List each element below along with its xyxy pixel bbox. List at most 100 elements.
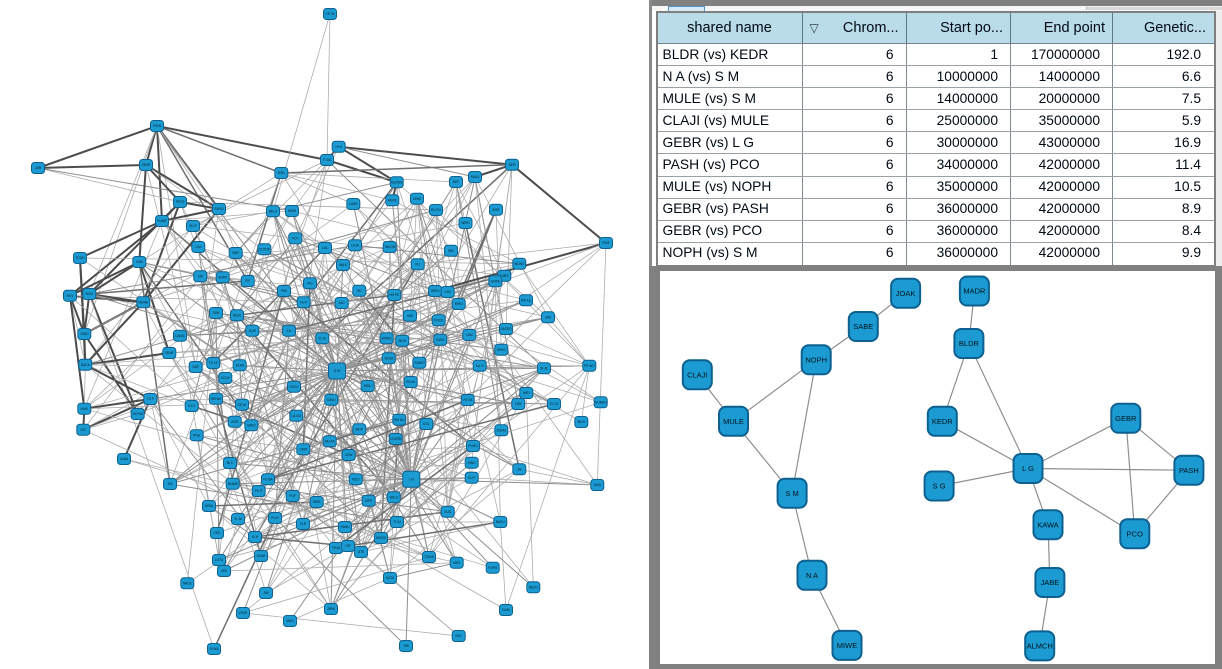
network-edge[interactable] (341, 263, 418, 304)
network-node[interactable] (341, 449, 356, 461)
cell-value[interactable]: 16.9 (1174, 134, 1201, 150)
network-edge[interactable] (85, 225, 194, 365)
network-node[interactable] (428, 285, 442, 297)
network-node[interactable] (223, 457, 237, 469)
network-edge[interactable] (89, 293, 144, 304)
network-edge[interactable] (281, 172, 354, 205)
network-edge[interactable] (83, 337, 323, 431)
network-edge[interactable] (232, 483, 448, 513)
network-node[interactable] (537, 362, 551, 375)
network-edge[interactable] (396, 182, 412, 480)
network-edge[interactable] (289, 577, 391, 622)
network-edge[interactable] (79, 220, 163, 259)
network-node[interactable] (136, 296, 151, 309)
network-node[interactable] (202, 500, 216, 512)
network-node[interactable] (285, 490, 300, 502)
network-edge[interactable] (83, 364, 86, 409)
network-node[interactable] (268, 512, 282, 524)
network-edge[interactable] (83, 429, 276, 519)
network-node[interactable] (324, 393, 339, 406)
network-edge[interactable] (338, 145, 398, 184)
network-edge[interactable] (222, 248, 265, 278)
network-node[interactable] (186, 220, 200, 232)
network-node[interactable] (429, 204, 443, 216)
network-edge[interactable] (138, 164, 147, 263)
network-node[interactable] (341, 540, 355, 552)
cell-value[interactable]: 8.9 (1181, 201, 1201, 217)
network-node[interactable] (334, 297, 349, 309)
cell-value[interactable]: 10.5 (1174, 179, 1201, 195)
network-edge[interactable] (69, 295, 86, 335)
cell-value[interactable]: 35000000 (907, 176, 1011, 198)
network-node[interactable] (395, 334, 410, 347)
network-node[interactable] (331, 140, 346, 153)
table-row[interactable]: CLAJI (vs) MULE 6 25000000 35000000 5.9 (657, 110, 1214, 133)
network-node[interactable] (117, 453, 131, 465)
network-edge[interactable] (234, 421, 349, 547)
network-node[interactable] (410, 258, 425, 271)
network-edge[interactable] (145, 125, 158, 166)
network-edge[interactable] (295, 294, 395, 417)
network-node[interactable] (73, 252, 87, 264)
result-node-JABE[interactable] (1034, 566, 1066, 598)
cell-shared-name[interactable]: GEBR (vs) L G (658, 132, 803, 154)
network-node[interactable] (574, 416, 589, 428)
network-edge[interactable] (208, 340, 403, 507)
network-node[interactable] (191, 241, 206, 253)
network-edge[interactable] (267, 399, 468, 480)
network-node[interactable] (494, 343, 509, 356)
network-node[interactable] (328, 362, 346, 380)
network-node[interactable] (230, 309, 244, 322)
network-node[interactable] (519, 387, 534, 399)
network-edge[interactable] (145, 164, 220, 210)
network-edge[interactable] (251, 330, 269, 480)
network-node[interactable] (402, 470, 421, 488)
network-edge[interactable] (267, 462, 472, 480)
network-edge[interactable] (89, 293, 338, 372)
network-node[interactable] (464, 471, 479, 484)
network-edge[interactable] (358, 290, 420, 364)
network-node[interactable] (385, 194, 400, 207)
network-edge[interactable] (292, 477, 472, 497)
network-edge[interactable] (196, 435, 220, 561)
network-edge[interactable] (254, 449, 304, 538)
network-node[interactable] (82, 288, 97, 300)
network-edge[interactable] (168, 352, 332, 610)
network-edge[interactable] (288, 274, 505, 332)
network-edge[interactable] (88, 261, 140, 295)
network-node[interactable] (462, 329, 477, 341)
network-node[interactable] (593, 396, 608, 409)
network-edge[interactable] (525, 392, 534, 588)
network-node[interactable] (379, 332, 394, 345)
network-edge[interactable] (224, 377, 262, 557)
network-edge[interactable] (37, 125, 158, 169)
network-edge[interactable] (69, 295, 86, 409)
network-edge[interactable] (283, 238, 296, 292)
network-node[interactable] (399, 640, 413, 652)
network-edge[interactable] (83, 293, 91, 335)
network-node[interactable] (348, 473, 363, 486)
cell-value[interactable]: 36000000 (907, 220, 1011, 242)
network-edge[interactable] (138, 261, 171, 354)
cell-value[interactable]: 6 (803, 176, 907, 198)
table-row[interactable]: NOPH (vs) S M 6 36000000 42000000 9.9 (657, 242, 1214, 265)
network-edge[interactable] (505, 328, 590, 367)
network-node[interactable] (245, 324, 260, 337)
cell-value[interactable]: 42000000 (1011, 242, 1113, 265)
network-node[interactable] (468, 171, 482, 183)
network-node[interactable] (150, 120, 164, 132)
network-node[interactable] (209, 392, 223, 405)
network-node[interactable] (188, 361, 203, 373)
network-edge[interactable] (198, 246, 285, 292)
network-edge[interactable] (360, 479, 412, 553)
network-node[interactable] (449, 176, 463, 188)
network-node[interactable] (494, 424, 509, 437)
network-edge[interactable] (192, 210, 274, 227)
cell-shared-name[interactable]: CLAJI (vs) MULE (658, 110, 803, 132)
network-edge[interactable] (469, 242, 607, 336)
result-node-JOAK[interactable] (890, 277, 922, 309)
column-header-sharedname[interactable]: shared name (658, 12, 803, 43)
cell-value[interactable]: 6 (803, 154, 907, 176)
network-node[interactable] (162, 347, 177, 359)
result-node-SG[interactable] (923, 470, 955, 501)
